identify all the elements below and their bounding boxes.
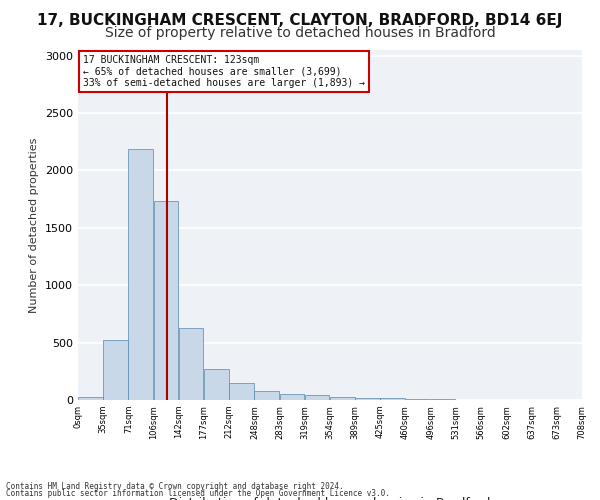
Bar bbox=[78, 396, 103, 400]
Bar bbox=[280, 394, 304, 400]
Bar bbox=[103, 340, 128, 400]
Bar bbox=[254, 392, 279, 400]
X-axis label: Distribution of detached houses by size in Bradford: Distribution of detached houses by size … bbox=[169, 497, 491, 500]
Bar bbox=[305, 395, 329, 400]
Y-axis label: Number of detached properties: Number of detached properties bbox=[29, 138, 40, 312]
Bar bbox=[154, 202, 178, 400]
Bar bbox=[229, 384, 254, 400]
Bar bbox=[128, 148, 153, 400]
Bar bbox=[355, 398, 380, 400]
Text: Size of property relative to detached houses in Bradford: Size of property relative to detached ho… bbox=[104, 26, 496, 40]
Bar bbox=[179, 328, 203, 400]
Text: Contains HM Land Registry data © Crown copyright and database right 2024.: Contains HM Land Registry data © Crown c… bbox=[6, 482, 344, 491]
Bar bbox=[330, 396, 355, 400]
Text: 17 BUCKINGHAM CRESCENT: 123sqm
← 65% of detached houses are smaller (3,699)
33% : 17 BUCKINGHAM CRESCENT: 123sqm ← 65% of … bbox=[83, 56, 365, 88]
Bar bbox=[204, 369, 229, 400]
Bar bbox=[380, 398, 405, 400]
Text: Contains public sector information licensed under the Open Government Licence v3: Contains public sector information licen… bbox=[6, 489, 390, 498]
Bar bbox=[406, 399, 430, 400]
Text: 17, BUCKINGHAM CRESCENT, CLAYTON, BRADFORD, BD14 6EJ: 17, BUCKINGHAM CRESCENT, CLAYTON, BRADFO… bbox=[37, 12, 563, 28]
